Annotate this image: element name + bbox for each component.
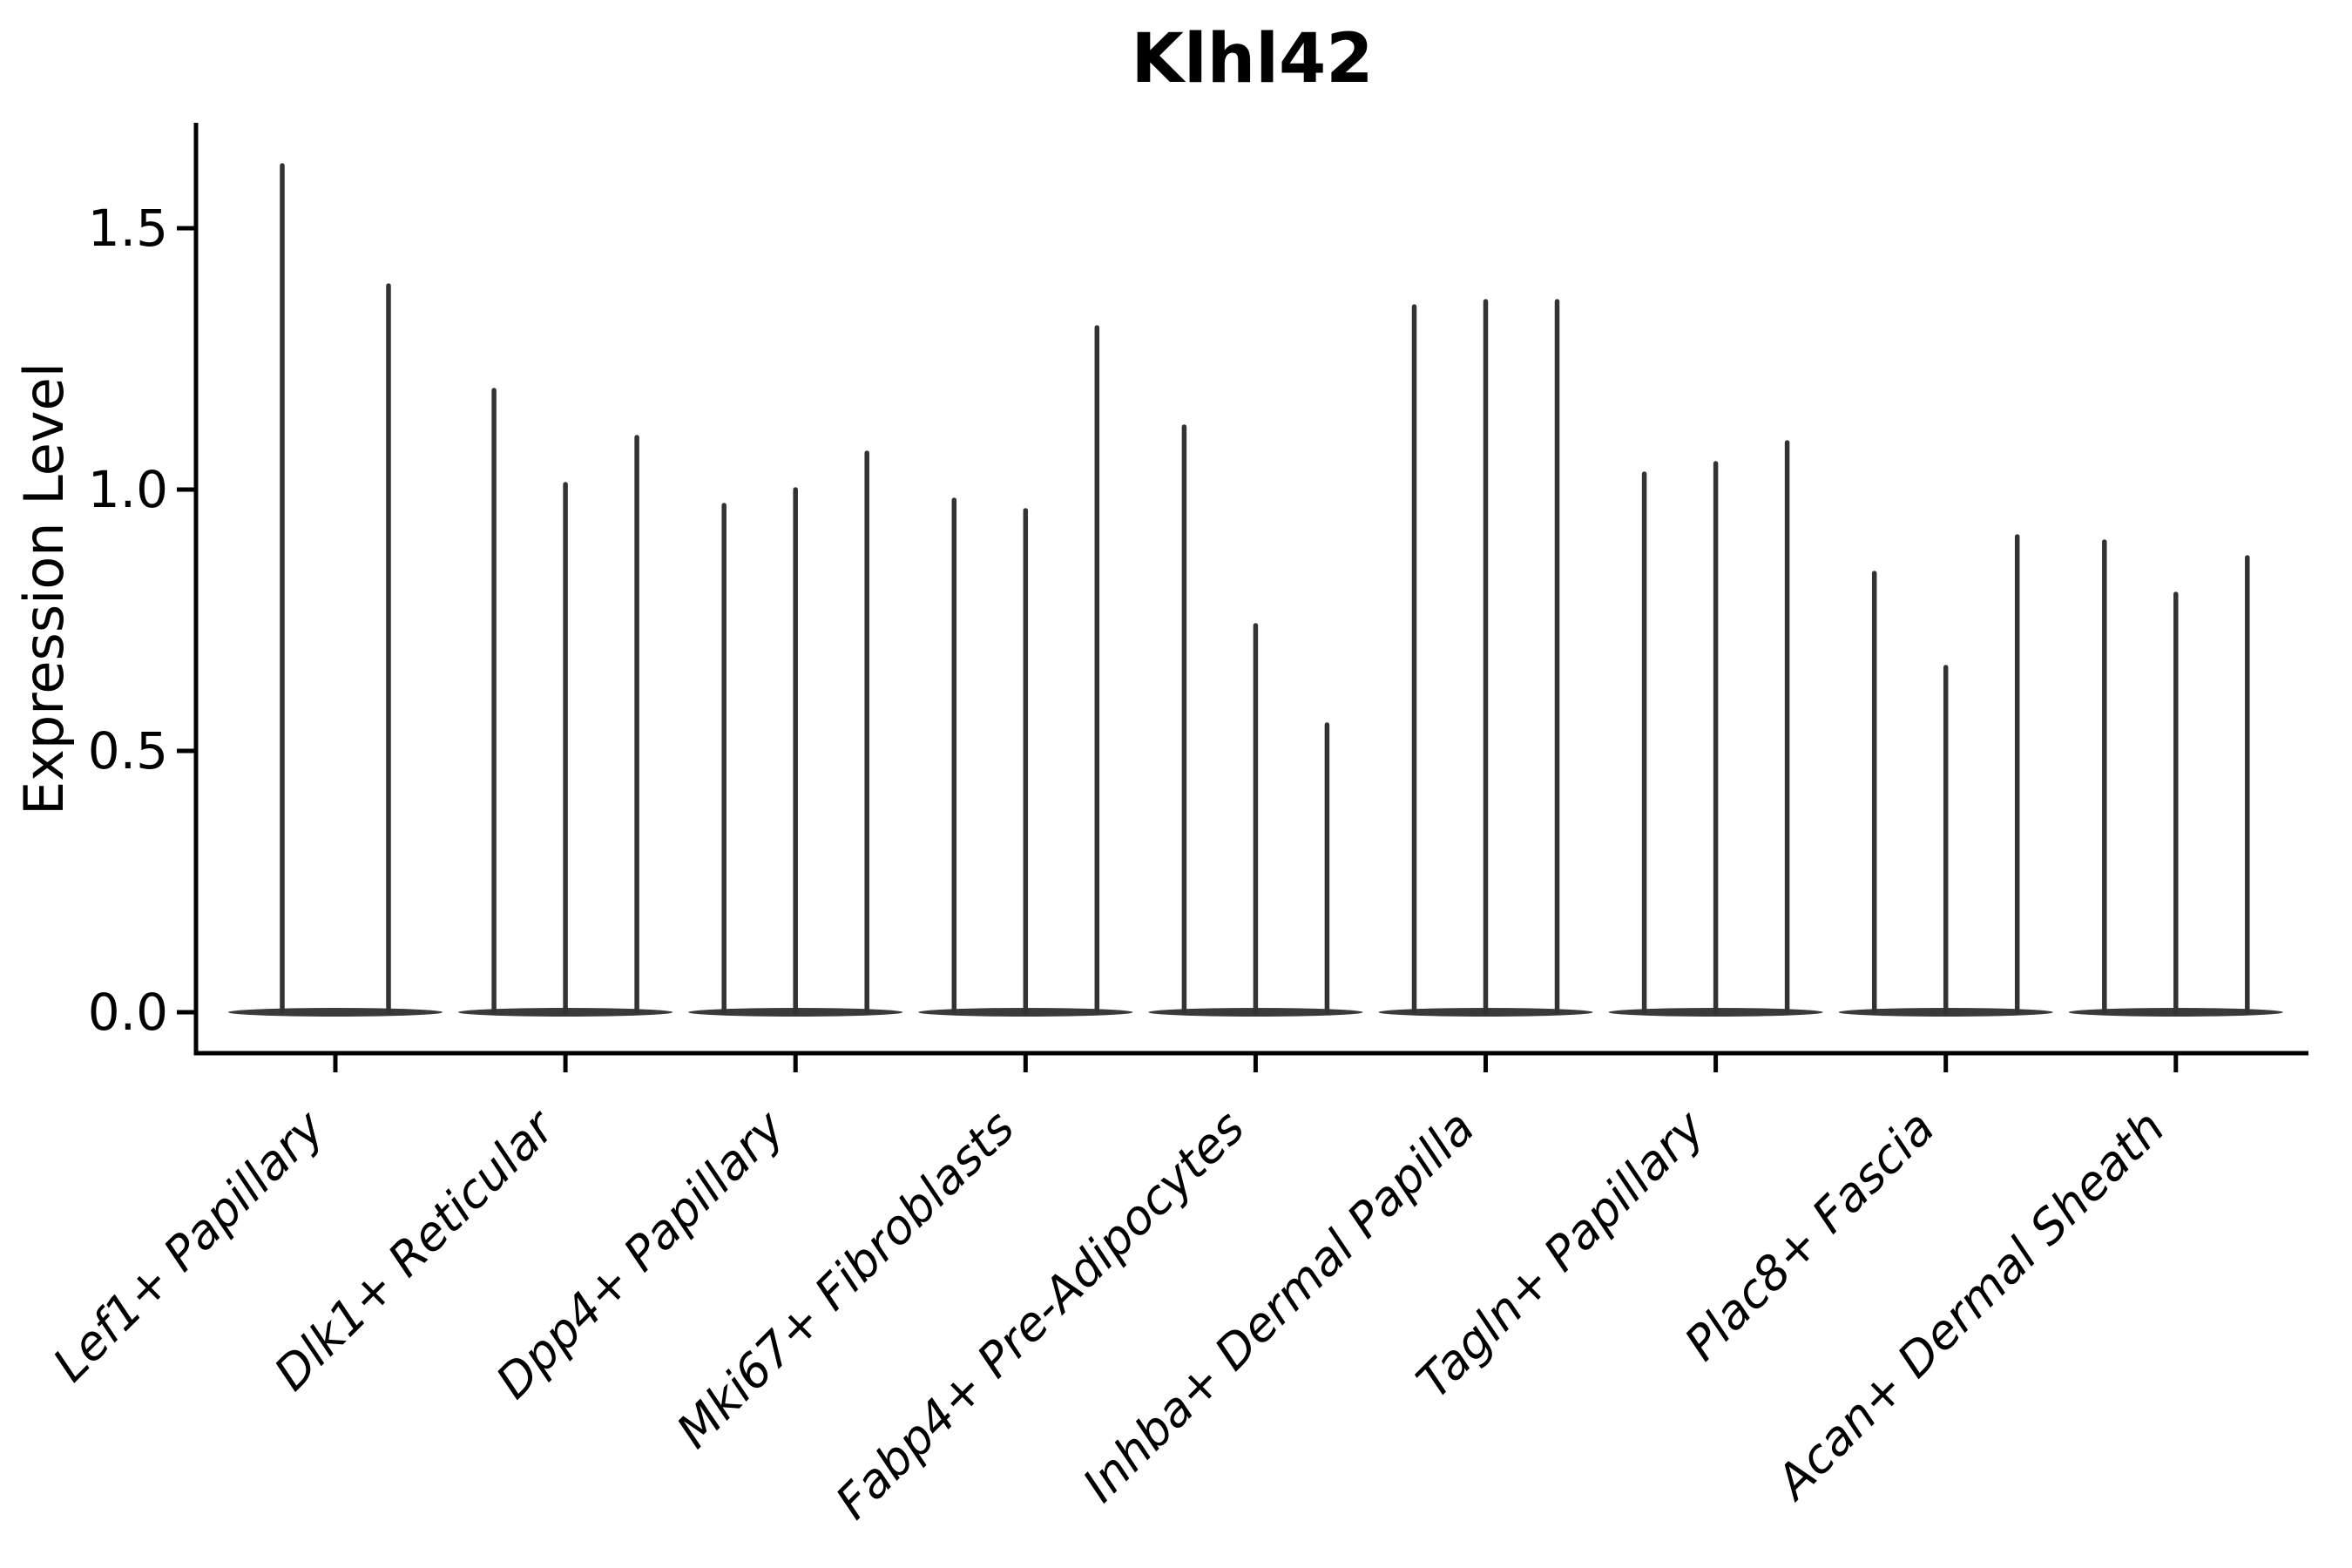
violin-base (228, 1008, 443, 1017)
y-tick-label: 1.5 (88, 199, 168, 258)
x-tick-label: Fabp4+ Pre-Adipocytes (825, 1100, 1254, 1530)
x-tick-label: Plac8+ Fascia (1674, 1100, 1945, 1371)
x-tick-label: Inhba+ Dermal Papilla (1072, 1100, 1485, 1513)
y-tick-label: 1.0 (88, 460, 168, 519)
y-tick-label: 0.0 (88, 983, 168, 1042)
x-tick-label: Acan+ Dermal Sheath (1764, 1100, 2175, 1511)
y-tick-label: 0.5 (88, 721, 168, 781)
chart-title: Klhl42 (1131, 20, 1374, 98)
